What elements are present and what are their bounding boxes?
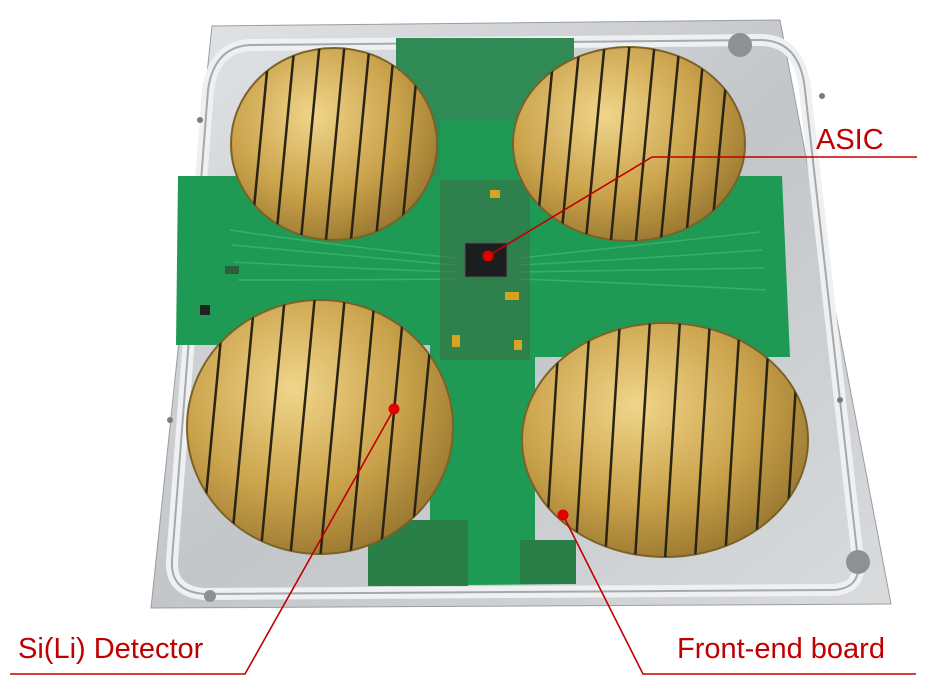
board-marker bbox=[557, 509, 569, 521]
detector-label: Si(Li) Detector bbox=[18, 633, 204, 665]
detector-disk-bottom-left bbox=[186, 299, 454, 555]
board-leader-line bbox=[562, 514, 916, 675]
asic-leader-line bbox=[487, 156, 917, 257]
detector-disk-bottom-right bbox=[521, 322, 809, 558]
annotation-markers bbox=[388, 250, 569, 521]
detector-disk-top-right bbox=[512, 46, 746, 242]
detector-leader-line bbox=[10, 408, 395, 675]
annotation-leaders bbox=[10, 156, 917, 675]
front-end-board-label: Front-end board bbox=[677, 633, 885, 665]
asic-marker bbox=[482, 250, 494, 262]
detector-marker bbox=[388, 403, 400, 415]
asic-label: ASIC bbox=[816, 124, 884, 156]
